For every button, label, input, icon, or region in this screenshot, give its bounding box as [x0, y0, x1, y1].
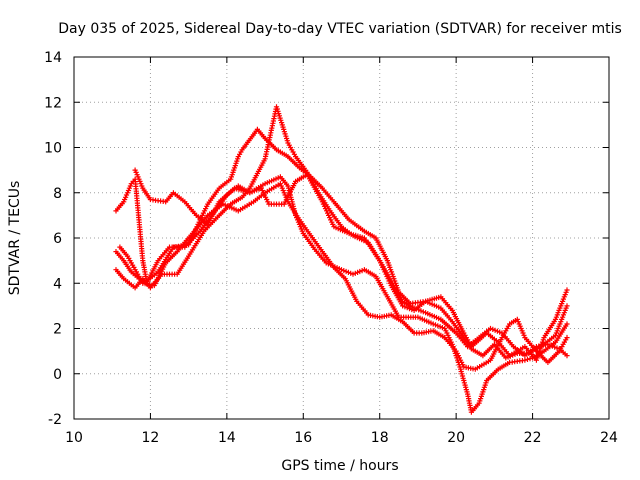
x-axis-label: GPS time / hours — [281, 458, 398, 474]
data-series — [113, 104, 570, 415]
grid — [74, 57, 609, 419]
series-track-d — [113, 172, 570, 361]
y-tick-label: 2 — [53, 322, 62, 338]
x-tick-label: 18 — [371, 430, 389, 446]
y-tick-label: 6 — [53, 231, 62, 247]
y-tick-label: 10 — [44, 141, 62, 157]
y-tick-label: 14 — [44, 50, 62, 66]
y-tick-label: -2 — [48, 412, 62, 428]
x-tick-label: 12 — [142, 430, 160, 446]
x-tick-label: 20 — [447, 430, 465, 446]
data-point — [564, 321, 570, 327]
data-point — [564, 334, 570, 341]
x-tick-label: 16 — [294, 430, 312, 446]
y-tick-label: 4 — [53, 276, 62, 292]
data-point — [527, 356, 533, 362]
x-tick-label: 14 — [218, 430, 236, 446]
x-tick-label: 10 — [65, 430, 83, 446]
y-axis-label: SDTVAR / TECUs — [7, 181, 23, 296]
series-track-c — [113, 104, 570, 359]
chart-title: Day 035 of 2025, Sidereal Day-to-day VTE… — [58, 21, 622, 37]
data-point — [564, 303, 570, 309]
y-tick-label: 12 — [44, 95, 62, 111]
y-tick-label: 8 — [53, 186, 62, 202]
series-track-b — [113, 126, 570, 363]
x-tick-label: 22 — [524, 430, 542, 446]
y-tick-label: 0 — [53, 367, 62, 383]
x-tick-label: 24 — [600, 430, 618, 446]
data-point — [522, 357, 528, 363]
data-point — [564, 287, 570, 293]
data-point — [524, 356, 531, 362]
data-point — [564, 353, 570, 359]
series-track-e — [117, 181, 570, 372]
